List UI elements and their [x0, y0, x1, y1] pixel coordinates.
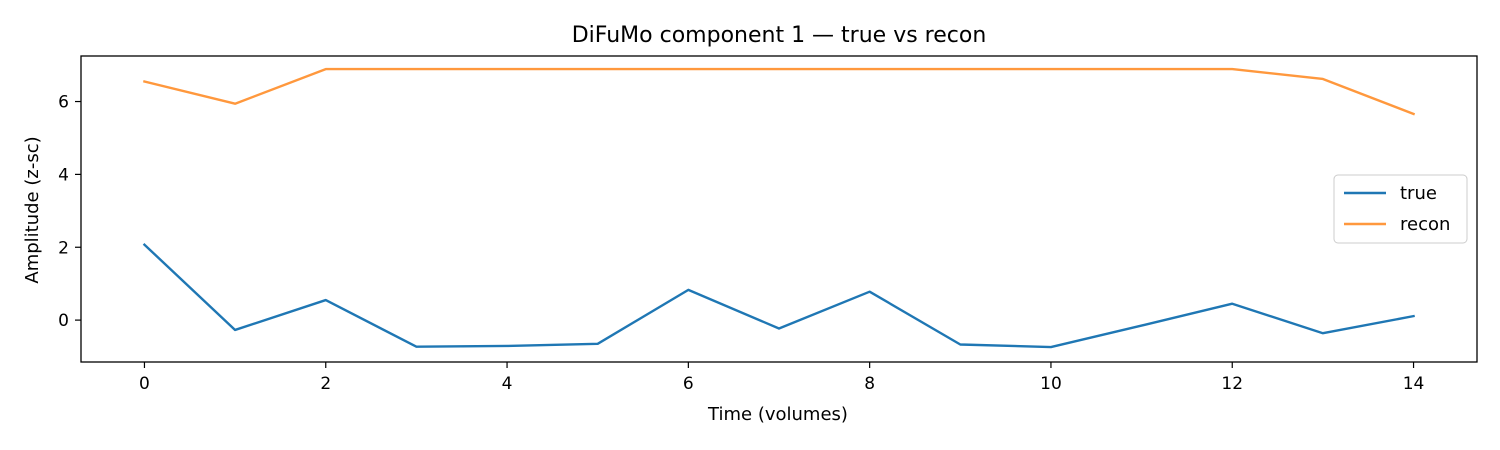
x-tick-label-0: 0	[139, 374, 150, 394]
y-tick-label-4: 4	[58, 165, 69, 185]
x-tick-label-6: 6	[683, 374, 694, 394]
axes-layer: 0 2 4 6 8 10 12 14 0 2 4 6	[58, 55, 1478, 394]
y-tick-label-0: 0	[58, 311, 69, 331]
y-axis-label: Amplitude (z-sc)	[22, 136, 43, 283]
legend-label-recon: recon	[1400, 214, 1450, 235]
x-tick-label-10: 10	[1040, 374, 1062, 394]
x-axis-label: Time (volumes)	[707, 404, 848, 425]
legend-label-true: true	[1400, 183, 1437, 204]
x-tick-label-14: 14	[1403, 374, 1425, 394]
y-tick-label-6: 6	[58, 93, 69, 113]
x-tick-label-12: 12	[1221, 374, 1243, 394]
x-tick-label-4: 4	[502, 374, 513, 394]
chart-title: DiFuMo component 1 — true vs recon	[572, 23, 987, 48]
legend: true recon	[1333, 174, 1468, 244]
x-tick-label-2: 2	[320, 374, 331, 394]
series-layer	[142, 67, 1416, 349]
x-tick-label-8: 8	[864, 374, 875, 394]
series-line-true	[142, 243, 1415, 349]
y-tick-label-2: 2	[58, 238, 69, 258]
series-line-recon	[142, 67, 1416, 116]
plot-frame	[80, 55, 1478, 363]
